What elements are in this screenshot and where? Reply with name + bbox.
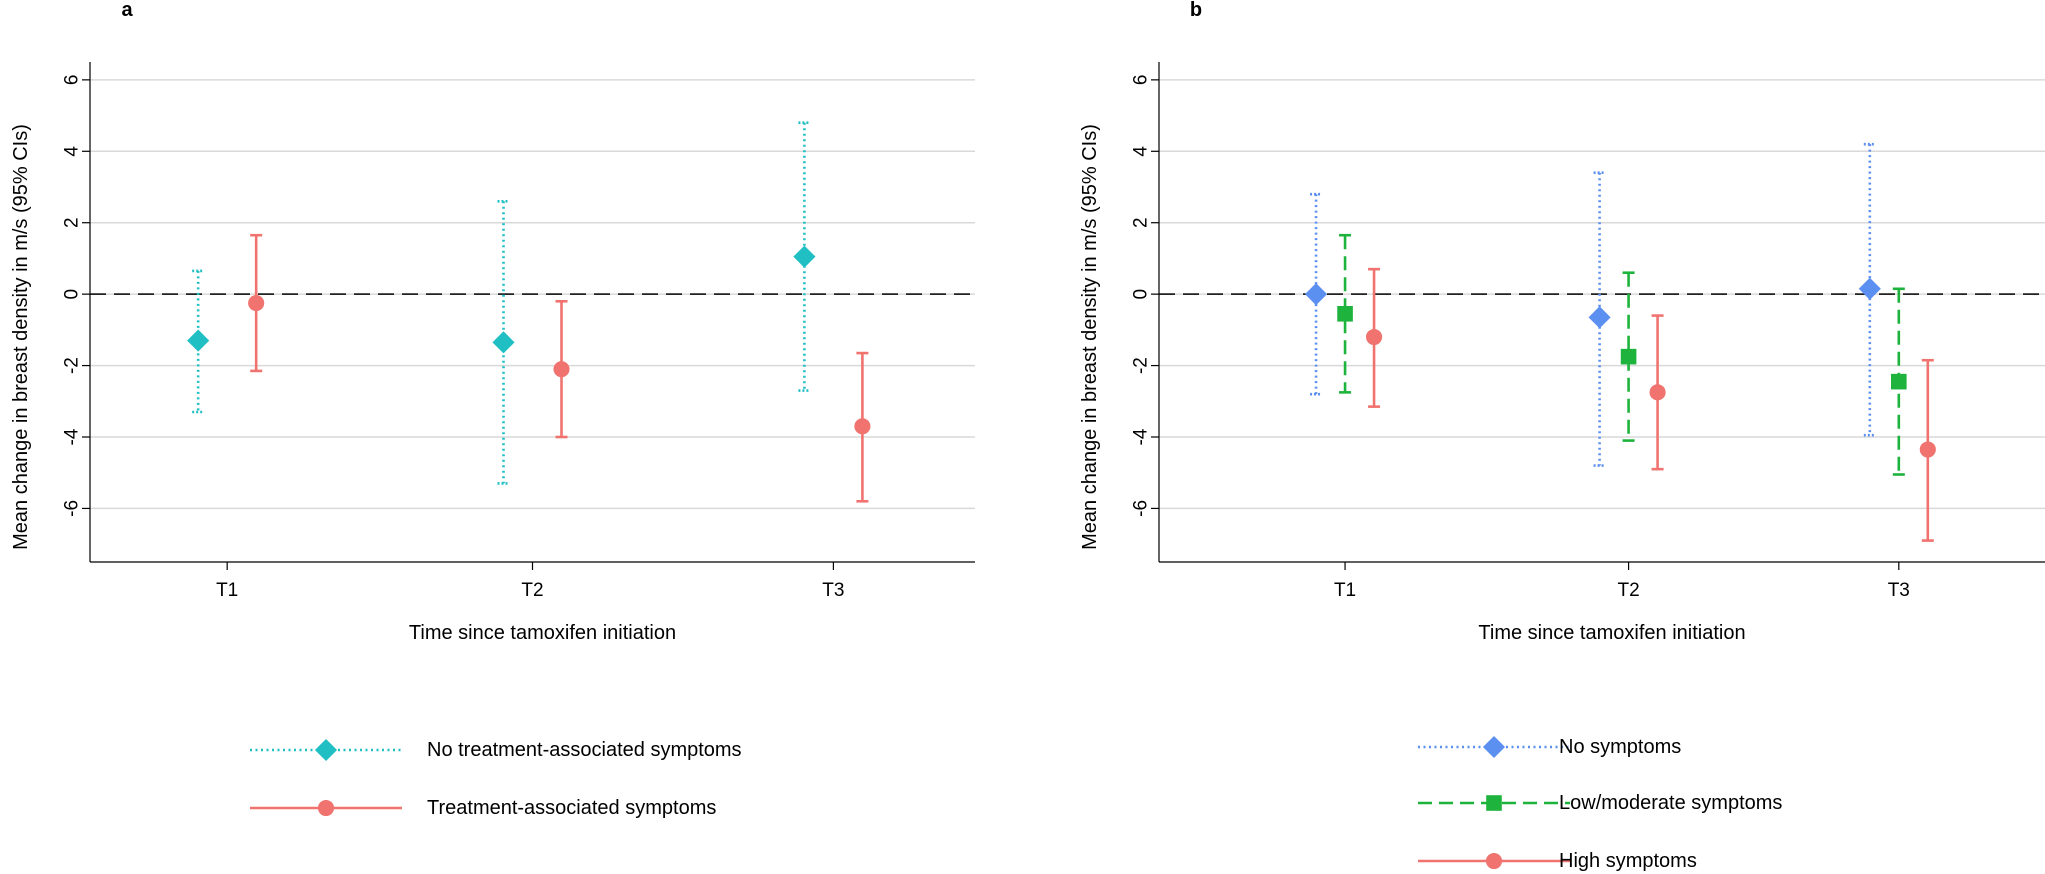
point-marker (1649, 384, 1666, 401)
y-tick-label: 4 (62, 146, 83, 157)
point-marker (187, 329, 210, 352)
y-axis-title: Mean change in breast density in m/s (95… (10, 124, 32, 550)
y-tick-label: 0 (62, 289, 83, 300)
legend-label: High symptoms (1559, 850, 1697, 872)
y-tick-label: -6 (62, 500, 83, 517)
point-marker (1305, 283, 1328, 306)
point-marker (1337, 305, 1353, 322)
x-tick-label: T1 (1334, 580, 1356, 601)
legend-label: No symptoms (1559, 736, 1681, 758)
y-tick-label: -4 (62, 428, 83, 445)
panel-letter: a (121, 0, 133, 21)
y-tick-label: -6 (1131, 500, 1152, 517)
x-axis-title: Time since tamoxifen initiation (1478, 622, 1745, 644)
y-axis-title: Mean change in breast density in m/s (95… (1079, 124, 1101, 550)
panel-letter: b (1190, 0, 1202, 21)
y-tick-label: 6 (62, 75, 83, 86)
legend-b: No symptoms Low/moderate symptoms High sym… (1418, 735, 1782, 872)
series-no-symptoms (1305, 142, 1881, 467)
legend-marker (317, 799, 335, 817)
panel-a: a 6 4 2 0 -2 -4 -6 T1 T2 T3 Time since tamoxifen in… (10, 0, 975, 819)
point-marker (492, 331, 515, 354)
legend-marker (1482, 735, 1506, 759)
point-marker (793, 245, 816, 268)
y-tick-label: 2 (62, 217, 83, 228)
point-marker (1891, 373, 1907, 390)
x-tick-label: T3 (822, 580, 844, 601)
x-tick-label: T1 (216, 580, 238, 601)
y-tick-label: 4 (1131, 146, 1152, 157)
legend-marker (1486, 795, 1502, 811)
x-tick-label: T2 (521, 580, 543, 601)
legend-label: Treatment-associated symptoms (427, 797, 716, 819)
y-tick-label: 0 (1131, 289, 1152, 300)
series-low-moderate-symptoms (1337, 233, 1907, 476)
series-no-treatment-associated-symptoms (187, 121, 816, 485)
point-marker (248, 295, 265, 312)
point-marker (1620, 348, 1637, 365)
y-tick-label: -4 (1131, 428, 1152, 445)
x-tick-label: T3 (1888, 580, 1910, 601)
y-tick-label: -2 (1131, 357, 1152, 374)
y-tick-label: 2 (1131, 217, 1152, 228)
point-marker (1366, 328, 1383, 346)
x-axis-title: Time since tamoxifen initiation (409, 622, 676, 644)
legend-label: No treatment-associated symptoms (427, 739, 742, 761)
legend-label: Low/moderate symptoms (1559, 792, 1782, 814)
point-marker (1858, 277, 1881, 300)
point-marker (1919, 441, 1936, 458)
panel-b: b 6 4 2 0 -2 -4 -6 T1 T2 T3 Time since tamoxifen in… (1079, 0, 2045, 872)
legend-marker (1485, 852, 1503, 870)
point-marker (1588, 306, 1611, 329)
point-marker (854, 418, 871, 435)
y-tick-label: -2 (62, 357, 83, 374)
series-high-symptoms (1366, 267, 1936, 542)
legend-marker (314, 738, 338, 762)
legend-a: No treatment-associated symptoms Treatmen… (250, 738, 742, 819)
series-treatment-associated-symptoms (248, 233, 871, 503)
point-marker (553, 361, 570, 378)
x-tick-label: T2 (1617, 580, 1639, 601)
y-tick-label: 6 (1131, 75, 1152, 86)
